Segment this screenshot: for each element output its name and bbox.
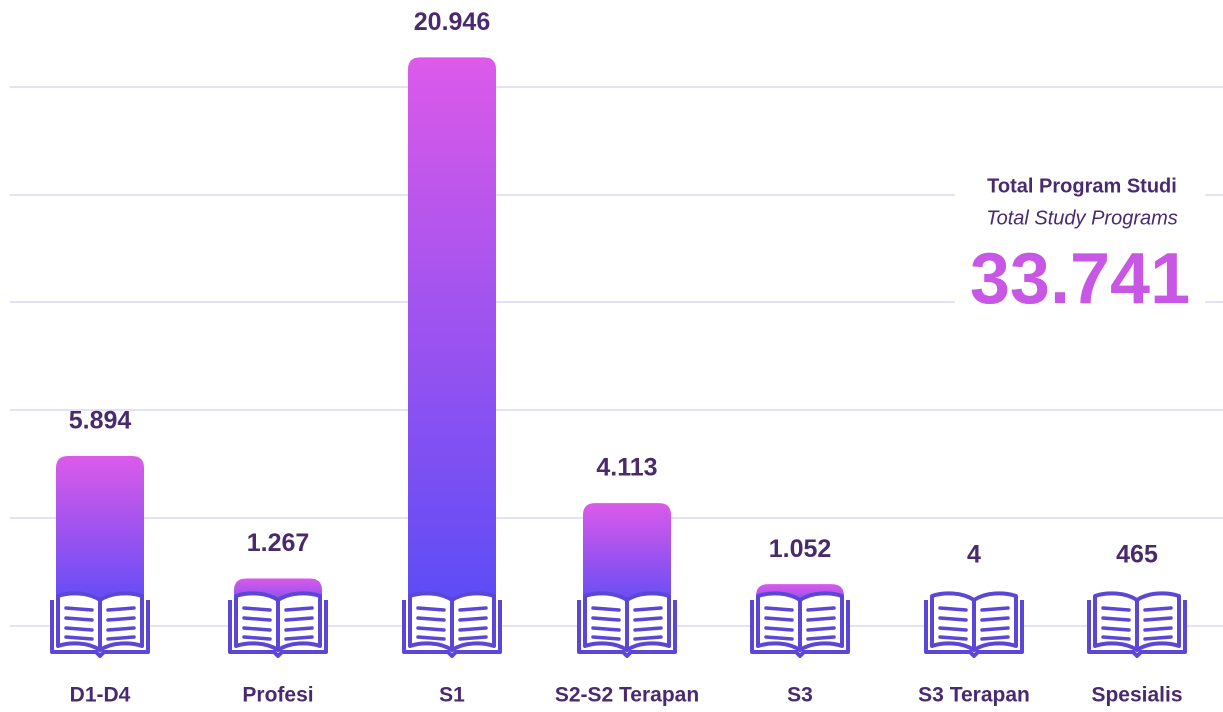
book-line [460,618,486,620]
book-line [244,637,270,639]
book-line [244,608,270,610]
book-line [982,608,1008,610]
book-line [982,637,1008,639]
book-line [460,608,486,610]
value-label: 465 [1116,541,1158,569]
book-line [418,608,444,610]
book-line [766,628,792,630]
book-line [66,618,92,620]
book-line [1145,628,1171,630]
book-line [766,608,792,610]
book-page [452,593,494,650]
book-line [808,618,834,620]
book-page [100,593,142,650]
book-line [766,618,792,620]
book-icon [404,593,500,656]
book-line [1145,618,1171,620]
book-line [982,618,1008,620]
book-line [66,628,92,630]
x-tick-label: Spesialis [1091,684,1182,707]
x-tick-label: Profesi [242,684,313,707]
total-value: 33.741 [970,239,1190,319]
book-line [244,628,270,630]
x-tick-label: S3 [787,684,813,707]
book-line [286,608,312,610]
book-line [635,618,661,620]
bar [56,456,144,612]
total-subtitle: Total Study Programs [986,207,1178,229]
book-line [1103,608,1129,610]
value-label: 1.267 [247,529,310,557]
book-page [627,593,669,650]
book-page [800,593,842,650]
book-icon [752,593,848,656]
book-line [940,618,966,620]
book-line [108,608,134,610]
book-line [635,628,661,630]
book-line [940,637,966,639]
book-icon [1089,593,1185,656]
book-line [108,637,134,639]
book-line [286,628,312,630]
book-line [460,637,486,639]
book-line [1145,637,1171,639]
book-line [108,618,134,620]
book-line [808,628,834,630]
book-page [410,593,452,650]
book-line [940,608,966,610]
book-line [635,637,661,639]
book-line [460,628,486,630]
book-page [58,593,100,650]
book-icon [52,593,148,656]
book-line [418,628,444,630]
book-page [585,593,627,650]
book-line [286,618,312,620]
book-icon [579,593,675,656]
book-line [244,618,270,620]
book-line [286,637,312,639]
book-line [593,637,619,639]
book-page [1137,593,1179,650]
book-page [278,593,320,650]
book-line [808,637,834,639]
value-label: 4 [967,541,981,569]
book-line [593,628,619,630]
value-label: 4.113 [596,454,657,482]
book-line [1103,618,1129,620]
book-line [593,618,619,620]
book-page [1095,593,1137,650]
book-line [418,618,444,620]
book-icon [230,593,326,656]
book-line [635,608,661,610]
value-label: 5.894 [69,407,132,435]
value-label: 20.946 [414,8,490,36]
book-line [593,608,619,610]
book-page [236,593,278,650]
book-page [974,593,1016,650]
book-line [1145,608,1171,610]
book-line [940,628,966,630]
book-line [66,637,92,639]
book-line [808,608,834,610]
x-tick-label: S3 Terapan [918,684,1030,707]
book-line [1103,628,1129,630]
x-tick-label: S1 [439,684,465,707]
bar [408,57,496,612]
book-line [1103,637,1129,639]
book-line [418,637,444,639]
book-page [932,593,974,650]
x-tick-label: S2-S2 Terapan [555,684,699,707]
book-icon [926,593,1022,656]
total-title: Total Program Studi [987,175,1177,197]
book-line [108,628,134,630]
x-tick-label: D1-D4 [70,684,131,707]
book-page [758,593,800,650]
book-line [982,628,1008,630]
book-line [66,608,92,610]
value-label: 1.052 [769,535,832,563]
book-line [766,637,792,639]
